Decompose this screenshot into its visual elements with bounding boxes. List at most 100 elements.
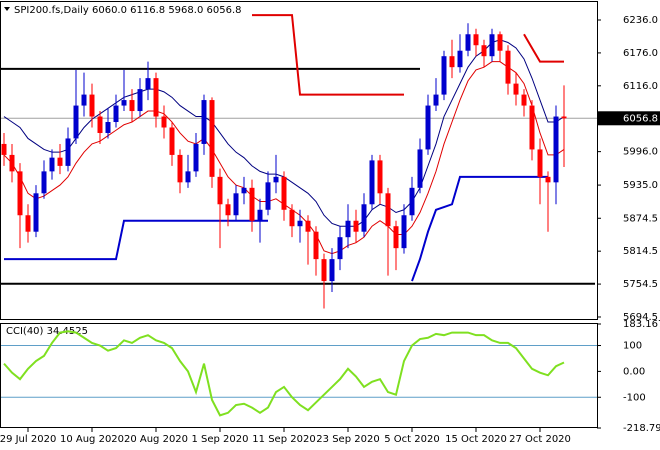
candle-body	[73, 105, 79, 139]
candle-body	[537, 149, 543, 177]
x-tick-label: 23 Sep 2020	[316, 434, 379, 445]
y-tick-label: 5694.5	[623, 312, 658, 323]
candle-body	[329, 259, 335, 282]
y-tick-label: -218.799	[623, 423, 660, 434]
candle-body	[241, 187, 247, 194]
x-tick-label: 1 Sep 2020	[191, 434, 248, 445]
candle-body	[201, 100, 207, 144]
candle-body	[305, 220, 311, 232]
candle-body	[545, 176, 551, 183]
y-tick-label: 0.00	[623, 366, 645, 377]
candle-body	[497, 34, 503, 51]
candle-body	[433, 94, 439, 106]
candle-body	[465, 34, 471, 51]
candle-body	[161, 116, 167, 128]
candle-body	[353, 220, 359, 232]
candle-body	[65, 138, 71, 166]
x-tick-label: 15 Oct 2020	[445, 434, 507, 445]
y-tick-label: 5814.5	[623, 246, 658, 257]
x-tick-label: 5 Oct 2020	[384, 434, 439, 445]
candle-body	[49, 157, 55, 172]
candle-body	[385, 193, 391, 227]
candle-body	[553, 116, 559, 183]
candle-body	[417, 149, 423, 188]
candle-body	[561, 116, 567, 119]
candle-body	[113, 105, 119, 123]
candle-body	[409, 187, 415, 216]
main-frame	[0, 1, 598, 320]
candle-body	[297, 220, 303, 227]
candle-body	[265, 182, 271, 210]
y-tick-label: 6116.0	[623, 81, 658, 92]
y-tick-label: 5874.5	[623, 213, 658, 224]
candle-body	[289, 209, 295, 227]
candle-body	[153, 78, 159, 117]
candle-body	[249, 187, 255, 221]
candle-body	[441, 56, 447, 95]
candle-body	[33, 193, 39, 232]
chart-title: SPI200.fs,Daily 6060.0 6116.8 5968.0 605…	[14, 5, 241, 16]
y-tick-label: 6176.0	[623, 48, 658, 59]
y-tick-label: 6236.0	[623, 15, 658, 26]
candle-body	[489, 34, 495, 57]
candle-body	[257, 209, 263, 221]
candle-body	[17, 171, 23, 216]
candle-body	[217, 176, 223, 205]
y-tick-label: 5935.0	[623, 180, 658, 191]
candle-body	[9, 154, 15, 172]
candle-body	[145, 78, 151, 90]
y-tick-label: 183.1673	[623, 319, 660, 330]
candle-body	[105, 122, 111, 133]
candle-body	[473, 34, 479, 46]
candle-body	[25, 215, 31, 232]
candle-body	[225, 204, 231, 216]
candle-body	[81, 94, 87, 106]
y-tick-label: -100	[623, 392, 646, 403]
candle-body	[377, 160, 383, 194]
cci-frame	[0, 323, 598, 428]
title-arrow	[4, 7, 10, 11]
current-price-box	[598, 111, 660, 126]
candle-body	[137, 89, 143, 112]
candle-body	[209, 100, 215, 177]
candle-body	[97, 116, 103, 133]
indicator-line	[252, 14, 564, 96]
x-tick-label: 29 Jul 2020	[0, 434, 56, 445]
candle-body	[521, 94, 527, 106]
candle-body	[345, 220, 351, 238]
candle-body	[321, 259, 327, 282]
candle-body	[393, 226, 399, 249]
cci-line	[3, 330, 565, 417]
candle-body	[313, 231, 319, 260]
candle-body	[193, 143, 199, 172]
x-tick-label: 10 Aug 2020	[60, 434, 124, 445]
y-tick-label: 100	[623, 341, 642, 352]
candle-body	[505, 50, 511, 84]
y-tick-label: 5996.0	[623, 147, 658, 158]
candle-body	[169, 127, 175, 155]
x-tick-label: 27 Oct 2020	[509, 434, 571, 445]
candle-body	[457, 50, 463, 68]
candle-body	[449, 56, 455, 68]
candle-body	[369, 160, 375, 205]
candle-body	[41, 171, 47, 194]
candle-body	[361, 204, 367, 232]
candle-body	[121, 100, 127, 106]
candle-body	[481, 45, 487, 57]
x-tick-label: 11 Sep 2020	[252, 434, 315, 445]
current-price-label: 6056.8	[623, 113, 658, 124]
candle-body	[401, 215, 407, 249]
candle-body	[57, 157, 63, 166]
cci-title: CCI(40) 34.4525	[6, 326, 88, 337]
candle-body	[281, 176, 287, 210]
y-tick-label: 5754.5	[623, 279, 658, 290]
candle-body	[273, 176, 279, 183]
candle-body	[89, 94, 95, 117]
candle-body	[129, 100, 135, 112]
candle-body	[1, 143, 7, 155]
x-tick-label: 20 Aug 2020	[124, 434, 188, 445]
candle-body	[233, 193, 239, 216]
